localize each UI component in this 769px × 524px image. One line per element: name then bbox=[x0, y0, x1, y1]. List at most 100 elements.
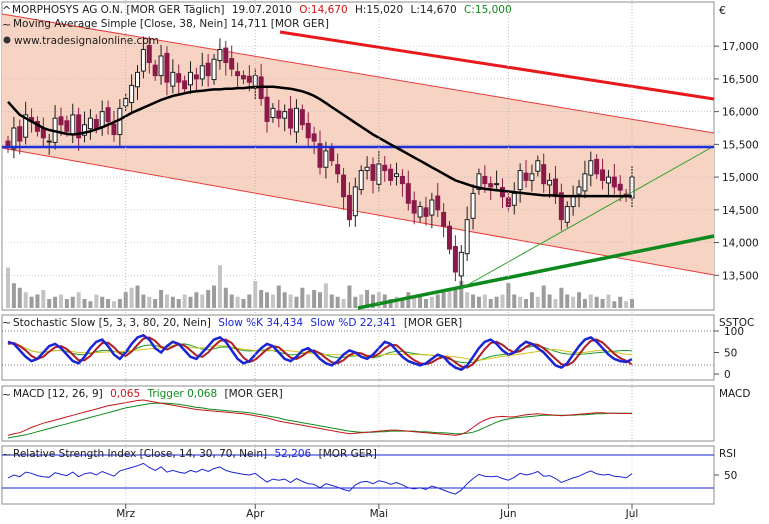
volume-bar bbox=[423, 299, 428, 308]
candle-body bbox=[517, 170, 523, 191]
volume-bar bbox=[624, 301, 629, 308]
volume-bar bbox=[459, 281, 464, 308]
candle-body bbox=[135, 71, 141, 88]
volume-bar bbox=[282, 292, 287, 308]
candle-body bbox=[405, 183, 411, 204]
date-tick-label: Mai bbox=[370, 508, 388, 520]
candle-body bbox=[235, 71, 241, 77]
rsi-header: Relative Strength Index [Close, 14, 30, … bbox=[13, 448, 377, 460]
ma-icon: ~ bbox=[2, 18, 11, 31]
candle-body bbox=[317, 143, 323, 168]
candle-body bbox=[164, 52, 170, 83]
candle-body bbox=[105, 107, 111, 122]
price-tick-label: 15,000 bbox=[722, 172, 759, 184]
candle-body bbox=[11, 127, 17, 150]
macd-value: 0,065 bbox=[110, 388, 140, 400]
price-tick-label: 17,000 bbox=[722, 41, 759, 53]
volume-bar bbox=[188, 296, 193, 308]
moving-average-line bbox=[7, 85, 633, 198]
ma-label: Moving Average Simple [Close, 38, Nein] … bbox=[13, 18, 329, 30]
candle-body bbox=[311, 133, 317, 142]
rsi-panel-frame bbox=[1, 445, 715, 505]
volume-bar bbox=[35, 294, 40, 308]
header-open: O:14,670 bbox=[299, 4, 347, 16]
icon-text: ^ bbox=[2, 4, 11, 17]
candle-body bbox=[329, 147, 335, 162]
candle-body bbox=[158, 55, 164, 77]
watermark: www.tradesignalonline.com bbox=[14, 35, 159, 47]
candle-body bbox=[564, 206, 570, 223]
candle-body bbox=[193, 74, 199, 80]
volume-bar bbox=[512, 294, 517, 308]
volume-bar bbox=[176, 299, 181, 308]
candle-body bbox=[576, 186, 582, 195]
volume-bar bbox=[135, 285, 140, 308]
currency-label: € bbox=[719, 4, 726, 17]
candle-body bbox=[552, 178, 558, 198]
volume-bar bbox=[429, 296, 434, 308]
candle-body bbox=[58, 116, 64, 126]
rsi-axis-title: RSI bbox=[719, 448, 736, 460]
volume-bar bbox=[64, 299, 69, 308]
rsi-panel: ~ Relative Strength Index [Close, 14, 30… bbox=[1, 0, 737, 520]
candle-body bbox=[523, 172, 529, 181]
date-tick-label: Jul bbox=[625, 508, 639, 520]
candle-body bbox=[447, 225, 453, 250]
volume-bar bbox=[159, 290, 164, 308]
candle-body bbox=[40, 128, 46, 139]
candle-body bbox=[494, 183, 500, 186]
volume-bar bbox=[206, 290, 211, 308]
volume-bar bbox=[494, 296, 499, 308]
candle-body bbox=[423, 207, 429, 217]
date-axis: Mrz Apr Mai Jun Jul bbox=[116, 504, 638, 520]
volume-bar bbox=[47, 299, 52, 308]
candle-body bbox=[535, 160, 541, 172]
volume-bar bbox=[400, 299, 405, 308]
candle-body bbox=[288, 108, 294, 129]
channel-lower-line bbox=[1, 147, 715, 276]
candle-body bbox=[341, 174, 347, 198]
volume-bar bbox=[500, 294, 505, 308]
candle-body bbox=[399, 175, 405, 185]
candle-body bbox=[429, 199, 435, 216]
macd-suffix: [MOR GER] bbox=[224, 388, 282, 400]
candle-body bbox=[541, 164, 547, 185]
volume-bar bbox=[265, 292, 270, 308]
candle-body bbox=[152, 64, 158, 77]
candle-body bbox=[441, 211, 447, 227]
price-tick-label: 15,500 bbox=[722, 139, 759, 151]
candle-body bbox=[199, 65, 205, 80]
volume-bar bbox=[594, 296, 599, 308]
volume-bar bbox=[106, 299, 111, 308]
volume-bar bbox=[276, 285, 281, 308]
volume-bar bbox=[212, 285, 217, 308]
date-tick-label: Jun bbox=[499, 508, 516, 520]
candle-body bbox=[352, 186, 358, 217]
candle-body bbox=[482, 175, 488, 185]
candle-body bbox=[293, 107, 299, 133]
candle-body bbox=[170, 71, 176, 87]
candle-body bbox=[187, 71, 193, 86]
candle-body bbox=[547, 179, 553, 186]
volume-bar bbox=[270, 294, 275, 308]
candle-body bbox=[240, 75, 246, 80]
volume-bar bbox=[82, 299, 87, 308]
candle-body bbox=[93, 118, 99, 129]
candle-body bbox=[411, 200, 417, 214]
volume-bar bbox=[259, 290, 264, 308]
candle-body bbox=[223, 47, 229, 64]
stochastic-axis: 100 50 0 bbox=[714, 326, 744, 381]
volume-bar bbox=[394, 296, 399, 308]
rsi-suffix: [MOR GER] bbox=[319, 448, 377, 460]
volume-bar bbox=[164, 294, 169, 308]
candle-body bbox=[176, 73, 182, 83]
header-date: 19.07.2010 bbox=[232, 4, 292, 16]
volume-bar bbox=[100, 296, 105, 308]
price-tick-label: 13,500 bbox=[722, 270, 759, 282]
volume-bar bbox=[194, 292, 199, 308]
candle-body bbox=[246, 75, 252, 83]
volume-bar bbox=[335, 296, 340, 308]
macd-icon: ~ bbox=[2, 388, 11, 401]
candle-body bbox=[388, 168, 394, 181]
